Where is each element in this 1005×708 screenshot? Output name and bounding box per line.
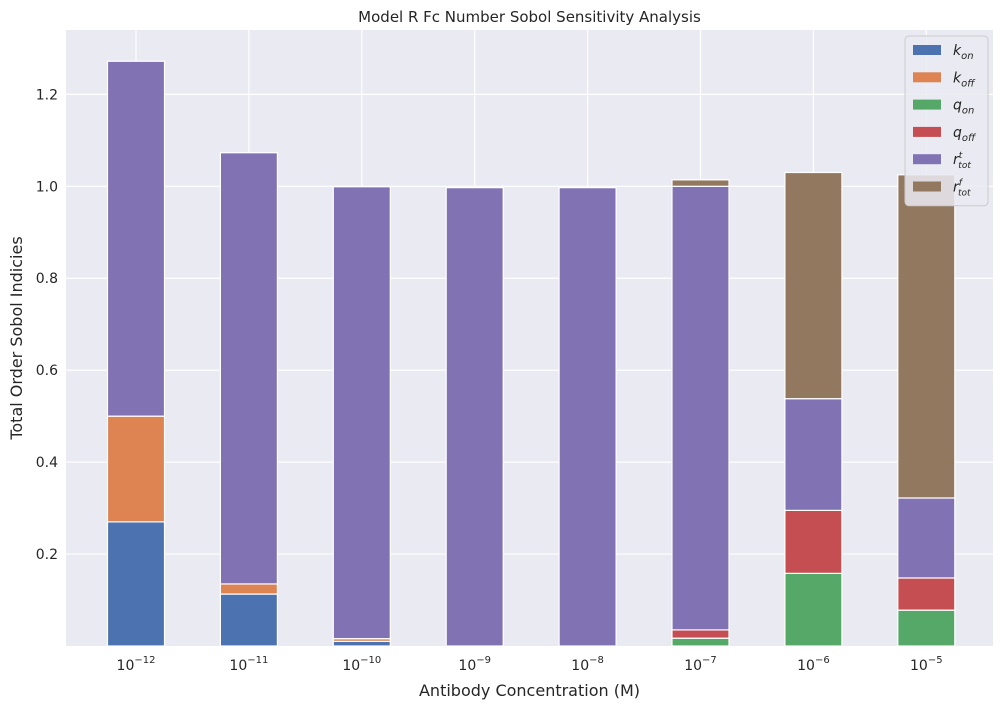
x-tick-label: 10−11 xyxy=(229,655,268,674)
y-tick-label: 1.2 xyxy=(36,87,58,103)
bar-segment-q-on xyxy=(897,609,956,647)
bar-segment-r-tot-t xyxy=(445,187,504,647)
bar-segment-r-tot-f xyxy=(784,171,843,400)
bar-stacks xyxy=(106,60,956,647)
bar-segment-q-off xyxy=(784,509,843,574)
legend-swatch xyxy=(913,45,941,55)
bar-segment-r-tot-f xyxy=(897,174,956,499)
chart-title: Model R Fc Number Sobol Sensitivity Anal… xyxy=(358,8,701,26)
x-tick-label: 10−10 xyxy=(342,655,381,674)
legend-frame xyxy=(904,35,989,207)
bar-segment-r-tot-t xyxy=(897,497,956,579)
x-tick-label: 10−8 xyxy=(571,655,604,674)
y-tick-label: 1.0 xyxy=(36,179,58,195)
bar-segment-r-tot-t xyxy=(106,60,166,417)
bar-segment-k-on xyxy=(106,521,166,647)
bar-segment-k-on xyxy=(332,640,391,647)
y-tick-label: 0.6 xyxy=(36,363,58,379)
y-tick-label: 0.4 xyxy=(36,455,58,471)
bar-segment-k-off xyxy=(219,583,278,595)
x-tick-label: 10−5 xyxy=(910,655,943,674)
bar-segment-r-tot-t xyxy=(671,185,730,631)
x-tick-label: 10−7 xyxy=(684,655,717,674)
bar-segment-r-tot-t xyxy=(219,152,278,585)
y-tick-label: 0.2 xyxy=(36,547,58,563)
legend-swatch xyxy=(913,72,941,83)
legend-entry: koff xyxy=(953,70,976,89)
legend-swatch xyxy=(913,99,941,110)
legend-entry: kon xyxy=(953,43,974,62)
legend-entry: qoff xyxy=(953,125,977,144)
x-tick-label: 10−12 xyxy=(117,655,156,674)
y-tick-label: 0.8 xyxy=(36,271,58,287)
y-tick-labels: 0.2 0.4 0.6 0.8 1.0 1.2 xyxy=(36,87,58,563)
bar-segment-k-on xyxy=(219,593,278,647)
x-tick-labels: 10−12 10−11 10−10 10−9 10−8 10−7 10−6 10−5 xyxy=(117,655,943,674)
bar-segment-q-off xyxy=(671,629,730,639)
bar-segment-k-off xyxy=(106,415,166,523)
legend-swatch xyxy=(913,181,941,192)
bar-segment-r-tot-t xyxy=(784,398,843,511)
bar-segment-q-on xyxy=(784,572,843,647)
x-tick-label: 10−9 xyxy=(458,655,491,674)
y-axis-label: Total Order Sobol Indicies xyxy=(7,236,26,440)
x-tick-label: 10−6 xyxy=(797,655,830,674)
bar-segment-q-off xyxy=(897,577,956,611)
legend-swatch xyxy=(913,154,941,165)
legend-entry: rt tot xyxy=(953,151,971,171)
bar-segment-r-tot-t xyxy=(558,187,617,647)
bar-segment-r-tot-f xyxy=(671,179,730,187)
legend-entry: rf tot xyxy=(953,179,971,199)
legend: kon koff qon qoff rt tot rf tot xyxy=(904,35,989,207)
x-axis-label: Antibody Concentration (M) xyxy=(419,681,640,700)
bar-segment-r-tot-t xyxy=(332,186,391,640)
bar-segment-q-on xyxy=(671,637,730,647)
legend-entry: qon xyxy=(953,98,974,117)
legend-swatch xyxy=(913,126,941,137)
